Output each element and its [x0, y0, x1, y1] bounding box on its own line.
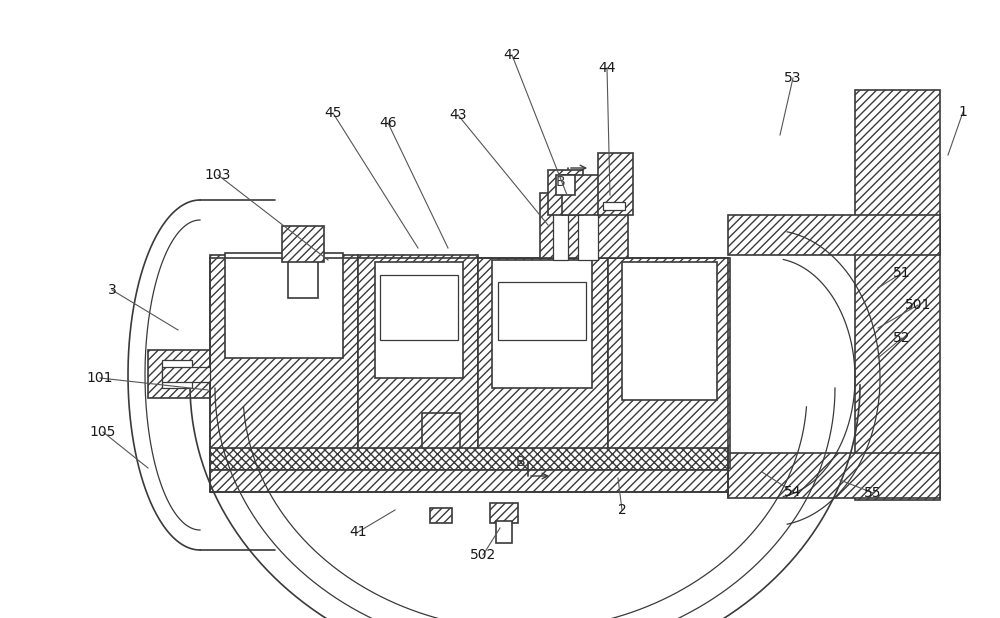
Text: 55: 55	[864, 486, 882, 500]
Text: 51: 51	[893, 266, 911, 280]
Polygon shape	[162, 360, 192, 388]
Text: 1: 1	[959, 105, 967, 119]
Text: 2: 2	[618, 503, 626, 517]
Text: 41: 41	[349, 525, 367, 539]
Polygon shape	[728, 453, 940, 498]
Polygon shape	[478, 258, 608, 468]
Polygon shape	[498, 282, 586, 340]
Polygon shape	[162, 367, 210, 382]
Polygon shape	[490, 503, 518, 523]
Polygon shape	[622, 262, 717, 400]
Polygon shape	[282, 226, 324, 262]
Text: 105: 105	[90, 425, 116, 439]
Polygon shape	[492, 260, 592, 388]
Polygon shape	[540, 193, 628, 258]
Text: 3: 3	[108, 283, 116, 297]
Text: 44: 44	[598, 61, 616, 75]
Polygon shape	[603, 202, 625, 210]
Text: 101: 101	[87, 371, 113, 385]
Text: 103: 103	[205, 168, 231, 182]
Text: 54: 54	[784, 485, 802, 499]
Polygon shape	[598, 153, 633, 215]
Text: 52: 52	[893, 331, 911, 345]
Text: B: B	[515, 455, 525, 469]
Text: 42: 42	[503, 48, 521, 62]
Polygon shape	[430, 508, 452, 523]
Text: B: B	[555, 175, 565, 189]
Polygon shape	[548, 170, 583, 215]
Polygon shape	[556, 175, 575, 195]
Polygon shape	[210, 448, 728, 470]
Polygon shape	[210, 470, 728, 492]
Text: 43: 43	[449, 108, 467, 122]
Polygon shape	[608, 258, 730, 468]
Polygon shape	[578, 200, 598, 260]
Polygon shape	[358, 255, 478, 468]
Text: 45: 45	[324, 106, 342, 120]
Polygon shape	[422, 413, 460, 468]
Polygon shape	[380, 275, 458, 340]
Polygon shape	[288, 255, 318, 298]
Polygon shape	[148, 350, 210, 398]
Polygon shape	[728, 215, 940, 255]
Text: 501: 501	[905, 298, 931, 312]
Polygon shape	[496, 521, 512, 543]
Polygon shape	[562, 175, 602, 215]
Polygon shape	[225, 253, 343, 358]
Text: 53: 53	[784, 71, 802, 85]
Polygon shape	[210, 255, 358, 468]
Polygon shape	[855, 90, 940, 500]
Text: 502: 502	[470, 548, 496, 562]
Text: 46: 46	[379, 116, 397, 130]
Polygon shape	[553, 200, 568, 260]
Polygon shape	[375, 262, 463, 378]
